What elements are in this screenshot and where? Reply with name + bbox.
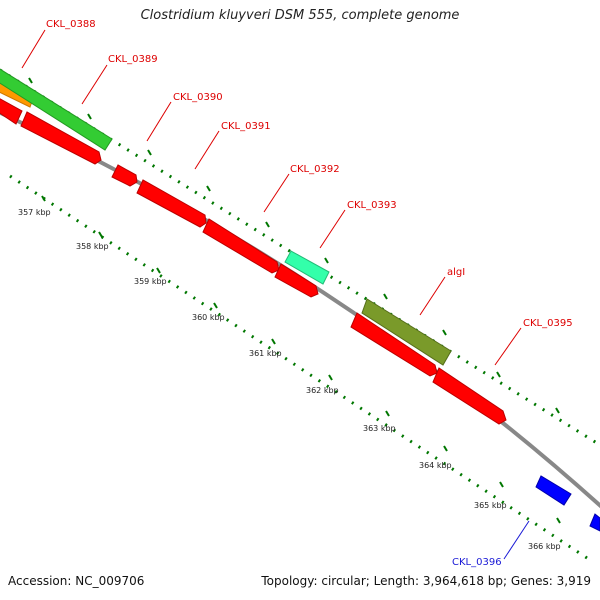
label-leaders — [21, 29, 522, 366]
gene-label-ckl-0389: CKL_0389 — [108, 54, 158, 65]
scale-label: 362 kbp — [306, 386, 339, 395]
gene-label-algi: algI — [447, 267, 465, 278]
scale-label: 357 kbp — [18, 208, 51, 217]
scale-label: 364 kbp — [419, 461, 452, 470]
gene-label-ckl-0395: CKL_0395 — [523, 318, 573, 329]
scale-label: 360 kbp — [192, 313, 225, 322]
scale-label: 363 kbp — [363, 424, 396, 433]
gene-feature-ckl-0388 — [0, 98, 23, 125]
map-title: Clostridium kluyveri DSM 555, complete g… — [140, 8, 460, 23]
scale-label: 358 kbp — [76, 242, 109, 251]
scale-label: 361 kbp — [249, 349, 282, 358]
topology-text: Topology: circular; Length: 3,964,618 bp… — [261, 574, 591, 588]
inner-major-ticks — [41, 195, 561, 524]
gene-feature-ckl-0390-cds — [136, 179, 207, 228]
scale-label: 366 kbp — [528, 542, 561, 551]
gene-feature-ckl-0392 — [274, 263, 319, 298]
gene-feature-ckl-0396 — [535, 475, 572, 506]
gene-label-ckl-0391: CKL_0391 — [221, 121, 271, 132]
scale-label: 359 kbp — [134, 277, 167, 286]
gene-feature-ckl-0394 — [350, 312, 438, 377]
gene-label-ckl-0390: CKL_0390 — [173, 92, 223, 103]
gene-feature-ckl-0395 — [432, 367, 507, 425]
gene-feature-ckl-0393 — [284, 250, 330, 285]
outer-major-ticks — [28, 77, 560, 414]
gene-label-ckl-0393: CKL_0393 — [347, 200, 397, 211]
gene-label-ckl-0388: CKL_0388 — [46, 19, 96, 30]
gene-feature-ckl-0391 — [202, 218, 280, 274]
label-leader-ckl-0396 — [503, 520, 530, 560]
gene-label-ckl-0392: CKL_0392 — [290, 164, 340, 175]
accession-text: Accession: NC_009706 — [8, 574, 145, 588]
scale-label: 365 kbp — [474, 501, 507, 510]
gene-feature-ckl-0390 — [111, 164, 138, 187]
gene-feature-ckl-0389 — [0, 68, 113, 151]
gene-feature-ckl-0389-cds — [20, 111, 102, 165]
gene-feature-algi — [361, 298, 452, 366]
gene-label-ckl-0396: CKL_0396 — [452, 557, 502, 568]
gene-feature-blue-edge — [589, 513, 600, 532]
